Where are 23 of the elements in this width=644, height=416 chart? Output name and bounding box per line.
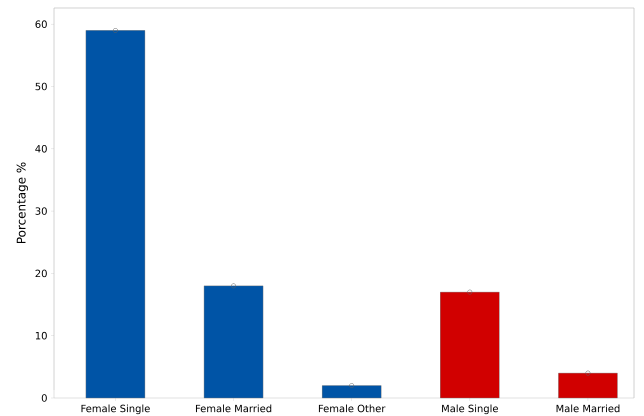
y-tick-label: 30 bbox=[36, 207, 47, 215]
bar bbox=[558, 372, 618, 398]
y-tick-label: 40 bbox=[35, 145, 47, 153]
bar bbox=[86, 30, 146, 398]
point bbox=[467, 290, 472, 295]
point bbox=[349, 383, 354, 388]
x-tick-label: Female Single bbox=[82, 404, 150, 414]
y-tick-label: 50 bbox=[36, 82, 47, 90]
point bbox=[585, 370, 590, 376]
y-tick-label: 10 bbox=[36, 332, 47, 340]
bar bbox=[322, 385, 382, 398]
x-tick-label: Female Married bbox=[196, 404, 272, 412]
point bbox=[231, 283, 236, 288]
y-tick-label: 0 bbox=[42, 394, 47, 402]
x-tick-label: Male Single bbox=[442, 404, 498, 414]
bar bbox=[440, 292, 500, 398]
y-axis-title: Porcentage % bbox=[16, 162, 28, 244]
x-tick-label: Female Other bbox=[318, 404, 386, 412]
point bbox=[112, 28, 118, 33]
y-tick-label: 60 bbox=[36, 20, 47, 28]
x-tick-label: Male Married bbox=[556, 404, 620, 412]
y-tick-label: 20 bbox=[36, 270, 47, 278]
bar bbox=[204, 286, 264, 398]
